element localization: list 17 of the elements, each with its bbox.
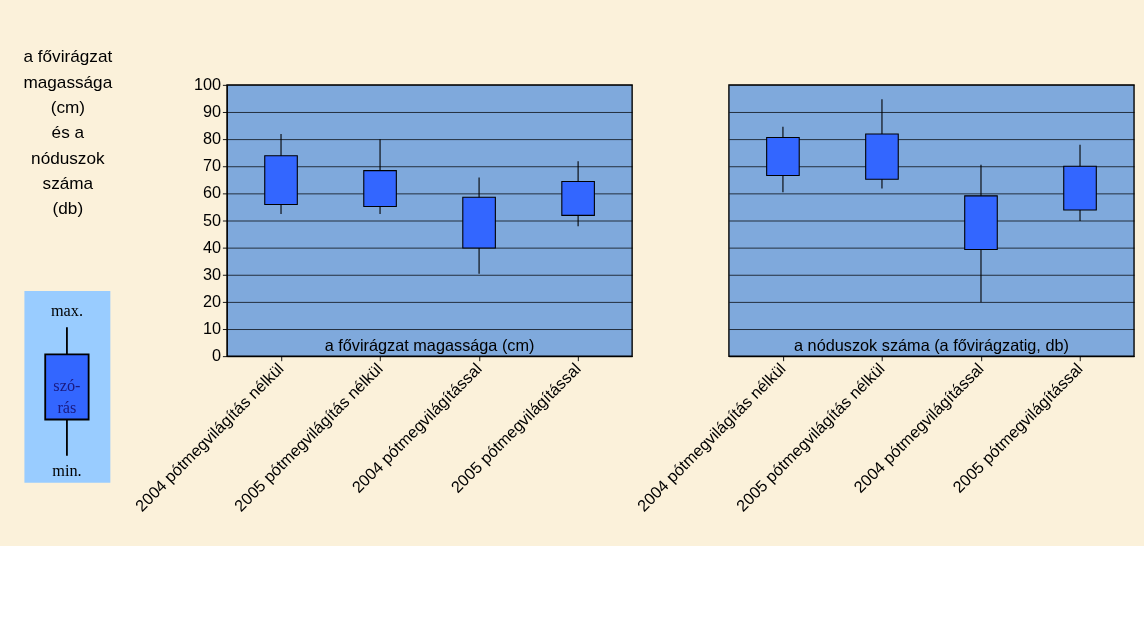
y-tick-label: 20 bbox=[203, 291, 222, 310]
y-tick-label: 10 bbox=[203, 319, 222, 338]
y-tick-label: 90 bbox=[203, 102, 222, 120]
y-tick-label: 40 bbox=[203, 237, 222, 256]
y-tick-label: 50 bbox=[203, 210, 222, 229]
y-axis-title: a fővirágzat magassága (cm) és a nóduszok száma (db) bbox=[23, 46, 113, 219]
y-tick-label: 60 bbox=[203, 183, 222, 202]
y-tick-label: 80 bbox=[203, 129, 222, 148]
text: min. bbox=[52, 462, 82, 481]
y-tick-label: 70 bbox=[203, 156, 222, 175]
annotation: a nóduszok száma (a fővirágzatig, db) bbox=[794, 335, 1069, 354]
text: szó- rás bbox=[53, 377, 81, 418]
y-tick-label: 30 bbox=[203, 264, 222, 283]
text: max. bbox=[50, 301, 83, 320]
y-tick-label: 100 bbox=[193, 74, 222, 93]
annotation: a fővirágzat magassága (cm) bbox=[324, 335, 535, 354]
y-tick-label: 0 bbox=[212, 346, 222, 365]
